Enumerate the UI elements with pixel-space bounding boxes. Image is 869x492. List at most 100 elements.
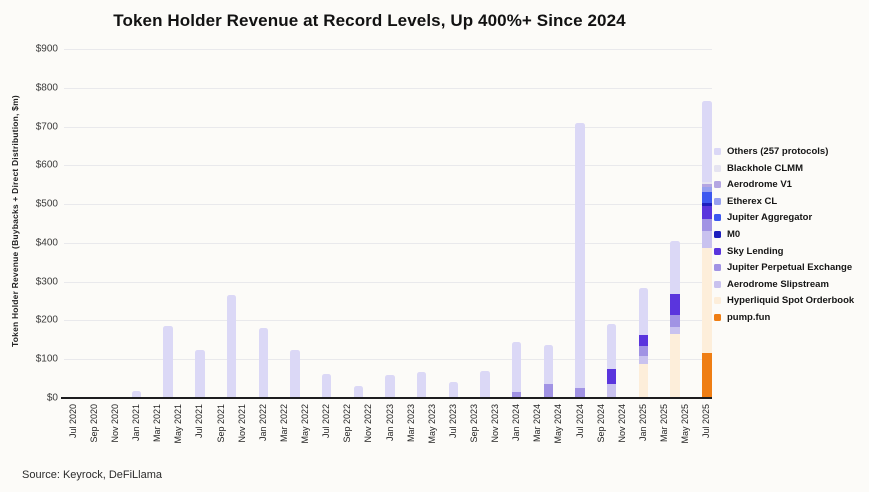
gridline-800 xyxy=(64,87,712,89)
bar-segment-jul-2025-jupiter-perpetual-exchange[interactable] xyxy=(701,219,712,231)
legend-label-hyperliquid-spot-orderbook: Hyperliquid Spot Orderbook xyxy=(727,295,855,307)
x-tick-label-mar-2024: Mar 2024 xyxy=(532,404,543,443)
x-tick-label-mar-2023: Mar 2023 xyxy=(405,404,416,443)
x-tick-label-nov-2023: Nov 2023 xyxy=(490,404,501,443)
bar-segment-jul-2024-jupiter-perpetual-exchange[interactable] xyxy=(575,388,585,398)
legend-item-etherex-cl[interactable]: Etherex CL xyxy=(714,196,854,207)
x-tick-label-nov-2021: Nov 2021 xyxy=(236,404,247,443)
bar-segment-jan-2025-jupiter-perpetual-exchange[interactable] xyxy=(638,346,649,357)
legend-item-pump-fun[interactable]: pump.fun xyxy=(714,312,854,323)
bar-segment-apr-2025-others[interactable] xyxy=(670,240,680,294)
bar-segment-apr-2024-others[interactable] xyxy=(543,344,554,385)
bar-segment-jul-2025-jupiter-aggregator[interactable] xyxy=(701,192,712,203)
legend-item-others[interactable]: Others (257 protocols) xyxy=(714,146,854,157)
bar-segment-apr-2023-others[interactable] xyxy=(416,371,427,398)
bar-segment-jul-2025-others[interactable] xyxy=(701,101,712,183)
y-tick-label-400: $400 xyxy=(35,237,58,249)
bar-segment-jul-2025-blackhole-clmm[interactable] xyxy=(701,182,712,185)
bar-segment-apr-2025-aerodrome-slipstream[interactable] xyxy=(670,326,680,334)
legend-swatch-m0 xyxy=(714,230,721,238)
x-tick-label-sep-2020: Sep 2020 xyxy=(88,404,99,443)
gridline-700 xyxy=(64,126,712,128)
bar-segment-apr-2021-others[interactable] xyxy=(163,326,174,398)
x-tick-label-jan-2025: Jan 2025 xyxy=(637,404,648,442)
legend-swatch-pump-fun xyxy=(714,313,721,321)
bar-segment-jul-2025-hyperliquid-spot-orderbook[interactable] xyxy=(701,247,712,354)
x-tick-label-jul-2025: Jul 2025 xyxy=(701,404,712,439)
gridline-500 xyxy=(64,204,712,206)
bar-segment-oct-2021-others[interactable] xyxy=(226,295,237,398)
bar-segment-jul-2025-sky-lending[interactable] xyxy=(701,206,712,220)
legend-label-jupiter-aggregator: Jupiter Aggregator xyxy=(727,212,813,224)
legend-item-jupiter-perpetual-exchange[interactable]: Jupiter Perpetual Exchange xyxy=(714,262,854,273)
bar-segment-jul-2025-aerodrome-slipstream[interactable] xyxy=(701,230,712,248)
x-tick-label-jul-2024: Jul 2024 xyxy=(574,404,585,439)
legend-swatch-etherex-cl xyxy=(714,197,721,205)
bar-segment-jul-2021-others[interactable] xyxy=(195,349,205,398)
bar-segment-apr-2025-hyperliquid-spot-orderbook[interactable] xyxy=(670,333,680,398)
bar-segment-oct-2024-aerodrome-slipstream[interactable] xyxy=(606,384,617,398)
bar-segment-oct-2024-others[interactable] xyxy=(606,324,617,369)
x-tick-label-jul-2020: Jul 2020 xyxy=(67,404,78,439)
x-tick-label-may-2025: May 2025 xyxy=(680,404,691,444)
bar-segment-jul-2025-pump-fun[interactable] xyxy=(701,353,712,398)
x-tick-label-nov-2020: Nov 2020 xyxy=(110,404,120,443)
bar-segment-oct-2022-others[interactable] xyxy=(353,386,364,398)
bar-segment-apr-2022-others[interactable] xyxy=(290,350,300,398)
bar-segment-jan-2022-others[interactable] xyxy=(258,328,269,398)
y-tick-label-0: $0 xyxy=(46,392,58,404)
bar-segment-jul-2025-etherex-cl[interactable] xyxy=(701,187,712,193)
legend-label-blackhole-clmm: Blackhole CLMM xyxy=(727,162,804,174)
legend-swatch-jupiter-perpetual-exchange xyxy=(714,264,721,272)
legend-item-aerodrome-slipstream[interactable]: Aerodrome Slipstream xyxy=(714,279,854,290)
legend-item-hyperliquid-spot-orderbook[interactable]: Hyperliquid Spot Orderbook xyxy=(714,295,854,306)
bar-segment-jul-2022-others[interactable] xyxy=(321,373,332,398)
legend-item-aerodrome-v1[interactable]: Aerodrome V1 xyxy=(714,179,854,190)
x-tick-label-jan-2024: Jan 2024 xyxy=(511,404,522,442)
bar-segment-jul-2024-others[interactable] xyxy=(575,122,585,389)
bar-segment-jan-2023-others[interactable] xyxy=(385,374,395,398)
source-note: Source: Keyrock, DeFiLlama xyxy=(22,469,162,481)
bar-segment-jul-2025-m0[interactable] xyxy=(701,202,712,207)
bar-segment-oct-2024-sky-lending[interactable] xyxy=(606,368,617,385)
bar-segment-jan-2024-jupiter-perpetual-exchange[interactable] xyxy=(511,392,522,398)
bar-segment-jan-2025-aerodrome-slipstream[interactable] xyxy=(638,356,649,364)
bar-segment-jan-2024-others[interactable] xyxy=(511,341,522,393)
y-tick-label-100: $100 xyxy=(35,353,58,365)
chart-title: Token Holder Revenue at Record Levels, U… xyxy=(113,11,626,30)
bar-segment-apr-2025-jupiter-perpetual-exchange[interactable] xyxy=(670,315,680,327)
legend-label-sky-lending: Sky Lending xyxy=(727,245,784,257)
bar-segment-oct-2023-others[interactable] xyxy=(480,370,490,398)
bar-segment-jan-2025-others[interactable] xyxy=(638,287,649,335)
bar-segment-apr-2025-sky-lending[interactable] xyxy=(670,293,680,316)
x-tick-label-mar-2021: Mar 2021 xyxy=(152,404,163,443)
legend-item-blackhole-clmm[interactable]: Blackhole CLMM xyxy=(714,163,854,174)
bar-segment-jan-2021-others[interactable] xyxy=(131,391,142,398)
gridline-400 xyxy=(64,242,712,244)
gridline-100 xyxy=(64,359,712,361)
gridline-300 xyxy=(64,281,712,283)
bar-segment-apr-2024-jupiter-perpetual-exchange[interactable] xyxy=(543,384,554,398)
y-tick-label-500: $500 xyxy=(35,198,58,210)
legend-item-jupiter-aggregator[interactable]: Jupiter Aggregator xyxy=(714,212,854,223)
bar-segment-jan-2025-sky-lending[interactable] xyxy=(638,334,649,347)
x-axis-line xyxy=(61,397,712,399)
legend-swatch-aerodrome-slipstream xyxy=(714,280,721,288)
x-tick-label-jan-2022: Jan 2022 xyxy=(257,404,268,442)
gridline-600 xyxy=(64,165,712,167)
bar-segment-jul-2023-others[interactable] xyxy=(448,381,459,398)
legend-label-aerodrome-slipstream: Aerodrome Slipstream xyxy=(727,278,829,290)
legend-item-sky-lending[interactable]: Sky Lending xyxy=(714,246,854,257)
bar-segment-jul-2025-aerodrome-v1[interactable] xyxy=(701,184,712,188)
x-tick-label-jan-2023: Jan 2023 xyxy=(384,404,395,442)
x-tick-label-may-2023: May 2023 xyxy=(426,404,437,444)
x-tick-label-nov-2022: Nov 2022 xyxy=(363,404,374,443)
y-tick-label-700: $700 xyxy=(35,121,58,133)
x-tick-label-may-2024: May 2024 xyxy=(553,404,564,444)
bar-segment-jan-2025-hyperliquid-spot-orderbook[interactable] xyxy=(638,363,649,398)
legend-item-m0[interactable]: M0 xyxy=(714,229,854,240)
x-tick-label-sep-2024: Sep 2024 xyxy=(595,404,606,443)
plot-area: $0 $100 $200 $300 $400 $500 $600 $700 $800 $900 Ju… xyxy=(36,44,712,444)
y-tick-label-900: $900 xyxy=(35,43,58,55)
x-tick-label-mar-2022: Mar 2022 xyxy=(278,404,289,443)
